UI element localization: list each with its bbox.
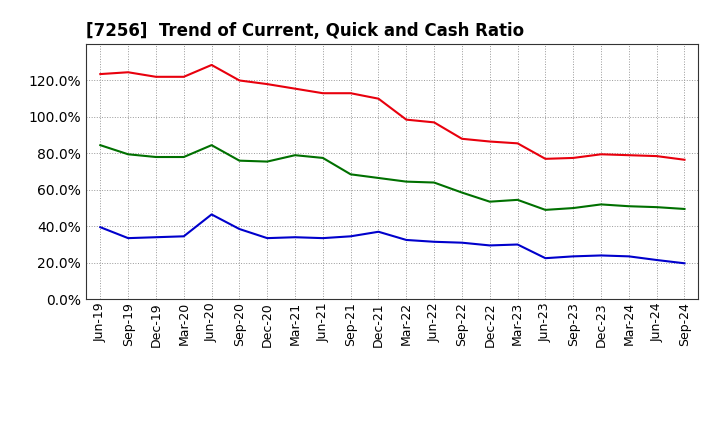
Quick Ratio	[346, 172, 355, 177]
Cash Ratio	[291, 235, 300, 240]
Cash Ratio	[485, 243, 494, 248]
Current Ratio	[291, 86, 300, 92]
Quick Ratio	[207, 143, 216, 148]
Cash Ratio	[402, 237, 410, 242]
Cash Ratio	[346, 234, 355, 239]
Quick Ratio	[402, 179, 410, 184]
Quick Ratio	[235, 158, 243, 163]
Cash Ratio	[96, 224, 104, 230]
Quick Ratio	[318, 155, 327, 161]
Cash Ratio	[318, 235, 327, 241]
Quick Ratio	[597, 202, 606, 207]
Cash Ratio	[430, 239, 438, 245]
Cash Ratio	[374, 229, 383, 235]
Quick Ratio	[179, 154, 188, 160]
Current Ratio	[152, 74, 161, 80]
Quick Ratio	[430, 180, 438, 185]
Current Ratio	[207, 62, 216, 68]
Current Ratio	[485, 139, 494, 144]
Current Ratio	[318, 91, 327, 96]
Quick Ratio	[569, 205, 577, 211]
Quick Ratio	[96, 143, 104, 148]
Quick Ratio	[652, 205, 661, 210]
Current Ratio	[124, 70, 132, 75]
Cash Ratio	[152, 235, 161, 240]
Quick Ratio	[263, 159, 271, 164]
Quick Ratio	[680, 206, 689, 212]
Cash Ratio	[513, 242, 522, 247]
Line: Quick Ratio: Quick Ratio	[100, 145, 685, 210]
Cash Ratio	[235, 226, 243, 231]
Cash Ratio	[541, 256, 550, 261]
Current Ratio	[680, 157, 689, 162]
Current Ratio	[541, 156, 550, 161]
Cash Ratio	[624, 254, 633, 259]
Text: [7256]  Trend of Current, Quick and Cash Ratio: [7256] Trend of Current, Quick and Cash …	[86, 22, 525, 40]
Current Ratio	[374, 96, 383, 101]
Current Ratio	[430, 120, 438, 125]
Quick Ratio	[513, 197, 522, 202]
Cash Ratio	[124, 235, 132, 241]
Line: Current Ratio: Current Ratio	[100, 65, 685, 160]
Cash Ratio	[207, 212, 216, 217]
Legend: Current Ratio, Quick Ratio, Cash Ratio: Current Ratio, Quick Ratio, Cash Ratio	[171, 439, 614, 440]
Current Ratio	[235, 78, 243, 83]
Current Ratio	[263, 81, 271, 87]
Cash Ratio	[179, 234, 188, 239]
Cash Ratio	[458, 240, 467, 246]
Current Ratio	[597, 152, 606, 157]
Quick Ratio	[458, 190, 467, 195]
Current Ratio	[402, 117, 410, 122]
Quick Ratio	[624, 204, 633, 209]
Cash Ratio	[263, 235, 271, 241]
Quick Ratio	[374, 175, 383, 180]
Current Ratio	[513, 141, 522, 146]
Quick Ratio	[152, 154, 161, 160]
Current Ratio	[624, 153, 633, 158]
Current Ratio	[96, 71, 104, 77]
Cash Ratio	[569, 254, 577, 259]
Current Ratio	[458, 136, 467, 141]
Current Ratio	[179, 74, 188, 80]
Cash Ratio	[680, 260, 689, 266]
Quick Ratio	[485, 199, 494, 204]
Quick Ratio	[124, 152, 132, 157]
Quick Ratio	[541, 207, 550, 213]
Current Ratio	[569, 155, 577, 161]
Cash Ratio	[652, 257, 661, 263]
Line: Cash Ratio: Cash Ratio	[100, 214, 685, 263]
Quick Ratio	[291, 153, 300, 158]
Current Ratio	[652, 154, 661, 159]
Cash Ratio	[597, 253, 606, 258]
Current Ratio	[346, 91, 355, 96]
